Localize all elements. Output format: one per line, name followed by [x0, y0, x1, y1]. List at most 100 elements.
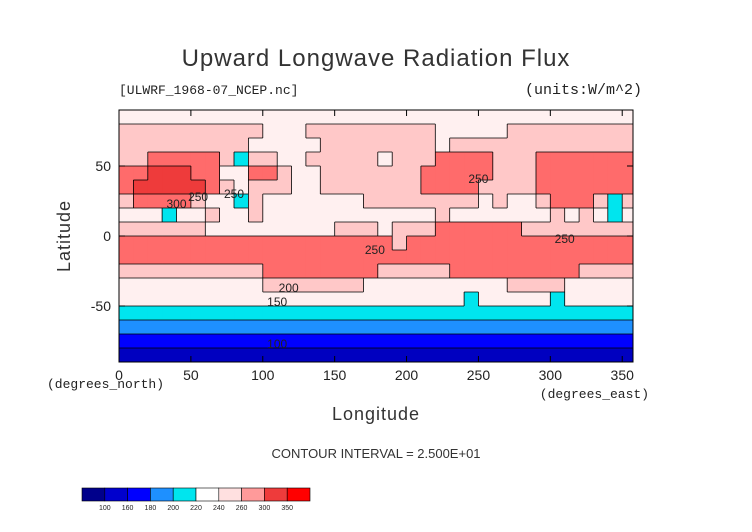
heatmap-cell	[176, 152, 192, 167]
heatmap-cell	[435, 222, 451, 237]
heatmap-cell	[593, 236, 609, 251]
heatmap-cell	[478, 334, 494, 349]
heatmap-cell	[334, 222, 350, 237]
heatmap-cell	[593, 152, 609, 167]
heatmap-cell	[176, 292, 192, 307]
heatmap-cell	[262, 348, 278, 362]
heatmap-cell	[219, 138, 235, 153]
heatmap-cell	[119, 278, 134, 293]
heatmap-cell	[176, 278, 192, 293]
heatmap-cell	[607, 278, 623, 293]
heatmap-cell	[492, 292, 508, 307]
heatmap-cell	[622, 278, 633, 293]
contour-label: 250	[365, 243, 385, 257]
heatmap-cell	[564, 334, 580, 349]
heatmap-cell	[248, 264, 264, 279]
heatmap-cell	[420, 166, 436, 181]
heatmap-cell	[277, 110, 293, 125]
heatmap-cell	[435, 138, 451, 153]
heatmap-cell	[248, 110, 264, 125]
heatmap-cell	[305, 124, 321, 139]
colorbar-label: 260	[236, 505, 248, 512]
heatmap-cell	[320, 166, 336, 181]
heatmap-cell	[579, 110, 595, 125]
heatmap-cell	[320, 222, 336, 237]
heatmap-cell	[205, 180, 221, 195]
heatmap-cell	[464, 222, 480, 237]
heatmap-cell	[162, 110, 178, 125]
heatmap-cell	[377, 222, 393, 237]
heatmap-cell	[162, 166, 178, 181]
heatmap-cell	[622, 110, 633, 125]
heatmap-cell	[406, 138, 422, 153]
heatmap-cell	[147, 152, 163, 167]
y-tick-label: 50	[95, 158, 111, 174]
heatmap-cell	[564, 166, 580, 181]
heatmap-cell	[521, 264, 537, 279]
heatmap-cell	[291, 320, 307, 335]
heatmap-cell	[392, 236, 408, 251]
colorbar-label: 180	[145, 505, 157, 512]
heatmap-cell	[564, 110, 580, 125]
heatmap-cell	[478, 236, 494, 251]
heatmap-cell	[449, 110, 465, 125]
heatmap-cell	[349, 250, 365, 265]
heatmap-cell	[420, 278, 436, 293]
heatmap-cell	[420, 152, 436, 167]
heatmap-cell	[507, 110, 523, 125]
heatmap-cell	[334, 320, 350, 335]
heatmap-cell	[277, 348, 293, 362]
heatmap-cell	[593, 306, 609, 321]
heatmap-cell	[133, 334, 149, 349]
heatmap-cell	[564, 306, 580, 321]
heatmap-cell	[176, 166, 192, 181]
heatmap-cell	[349, 194, 365, 209]
heatmap-cell	[119, 334, 134, 349]
heatmap-cell	[377, 110, 393, 125]
heatmap-cell	[334, 180, 350, 195]
heatmap-cell	[349, 320, 365, 335]
heatmap-cell	[392, 250, 408, 265]
colorbar-swatch	[264, 487, 288, 502]
heatmap-cell	[305, 334, 321, 349]
heatmap-cell	[478, 278, 494, 293]
heatmap-cell	[176, 264, 192, 279]
heatmap-cell	[377, 124, 393, 139]
heatmap-cell	[564, 180, 580, 195]
heatmap-cell	[464, 306, 480, 321]
heatmap-cell	[262, 236, 278, 251]
heatmap-cell	[464, 250, 480, 265]
heatmap-cell	[579, 334, 595, 349]
heatmap-cell	[521, 194, 537, 209]
heatmap-cell	[147, 278, 163, 293]
heatmap-cell	[478, 348, 494, 362]
heatmap-cell	[190, 320, 206, 335]
x-unit-label: (degrees_east)	[540, 387, 649, 402]
heatmap-cell	[464, 110, 480, 125]
y-tick-label: 0	[103, 228, 111, 244]
heatmap-cell	[363, 320, 379, 335]
heatmap-cell	[449, 222, 465, 237]
heatmap-cell	[363, 348, 379, 362]
heatmap-cell	[550, 152, 566, 167]
heatmap-cell	[133, 222, 149, 237]
heatmap-cell	[406, 292, 422, 307]
heatmap-cell	[435, 306, 451, 321]
heatmap-cell	[550, 278, 566, 293]
heatmap-cell	[492, 236, 508, 251]
heatmap-cell	[392, 292, 408, 307]
heatmap-cell	[162, 292, 178, 307]
heatmap-cell	[205, 320, 221, 335]
heatmap-cell	[492, 278, 508, 293]
heatmap-cell	[190, 278, 206, 293]
heatmap-cell	[535, 110, 551, 125]
heatmap-cell	[334, 348, 350, 362]
heatmap-cell	[234, 110, 249, 125]
heatmap-cell	[219, 320, 235, 335]
heatmap-cell	[205, 348, 221, 362]
heatmap-cell	[464, 208, 480, 223]
heatmap-cell	[291, 152, 307, 167]
heatmap-cell	[564, 138, 580, 153]
heatmap-cell	[492, 222, 508, 237]
heatmap-cell	[420, 292, 436, 307]
